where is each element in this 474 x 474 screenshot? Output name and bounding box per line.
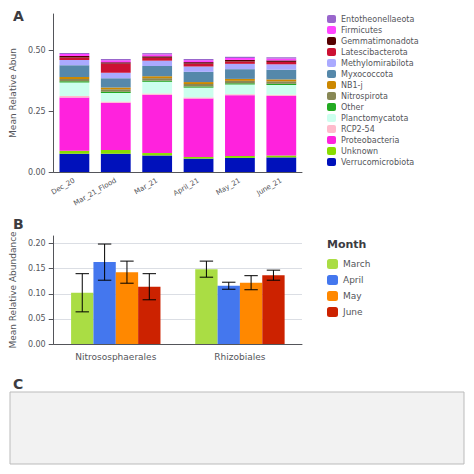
svg-text:May: May <box>343 291 362 301</box>
svg-text:RCP2-54: RCP2-54 <box>341 125 375 134</box>
svg-text:A: A <box>13 8 24 24</box>
svg-text:Verrucomicrobiota: Verrucomicrobiota <box>341 158 414 167</box>
svg-text:Methylomirabilota: Methylomirabilota <box>341 59 414 68</box>
svg-text:April: April <box>343 275 364 285</box>
svg-text:Entotheonellaeota: Entotheonellaeota <box>341 15 414 24</box>
svg-text:April_21: April_21 <box>172 177 201 198</box>
svg-text:Firmicutes: Firmicutes <box>341 26 382 35</box>
svg-text:Unknown: Unknown <box>341 147 378 156</box>
svg-text:Mar_21: Mar_21 <box>133 177 159 197</box>
svg-text:C: C <box>13 376 23 392</box>
svg-text:0.15: 0.15 <box>28 264 46 273</box>
svg-text:Mean Relative Abundance: Mean Relative Abundance <box>8 231 18 349</box>
svg-text:Month: Month <box>327 238 366 251</box>
svg-text:0.05: 0.05 <box>28 314 46 323</box>
svg-text:March: March <box>343 259 370 269</box>
svg-text:0.20: 0.20 <box>28 239 46 248</box>
svg-text:Dec_20: Dec_20 <box>50 177 76 197</box>
svg-text:Other: Other <box>341 103 364 112</box>
svg-text:Rhizobiales: Rhizobiales <box>214 352 265 362</box>
svg-text:June_21: June_21 <box>255 177 284 198</box>
svg-text:0.25: 0.25 <box>28 107 46 116</box>
svg-text:Proteobacteria: Proteobacteria <box>341 136 400 145</box>
svg-text:0.00: 0.00 <box>28 340 46 349</box>
svg-text:Mean Relative Abun: Mean Relative Abun <box>8 48 18 138</box>
svg-text:0.50: 0.50 <box>28 46 46 55</box>
svg-text:Myxococcota: Myxococcota <box>341 70 393 79</box>
svg-text:Nitrososphaerales: Nitrososphaerales <box>75 352 156 362</box>
svg-text:Gemmatimonadota: Gemmatimonadota <box>341 37 419 46</box>
svg-text:May_21: May_21 <box>215 177 242 197</box>
svg-text:Latescibacterota: Latescibacterota <box>341 48 408 57</box>
svg-text:NB1-j: NB1-j <box>341 81 363 90</box>
svg-text:Mar_21_Flood: Mar_21_Flood <box>72 177 118 208</box>
svg-text:B: B <box>13 216 24 232</box>
svg-text:0.00: 0.00 <box>28 168 46 177</box>
svg-text:Planctomycatota: Planctomycatota <box>341 114 408 123</box>
svg-text:June: June <box>342 307 363 317</box>
svg-text:0.10: 0.10 <box>28 289 46 298</box>
svg-text:Nitrospirota: Nitrospirota <box>341 92 388 101</box>
